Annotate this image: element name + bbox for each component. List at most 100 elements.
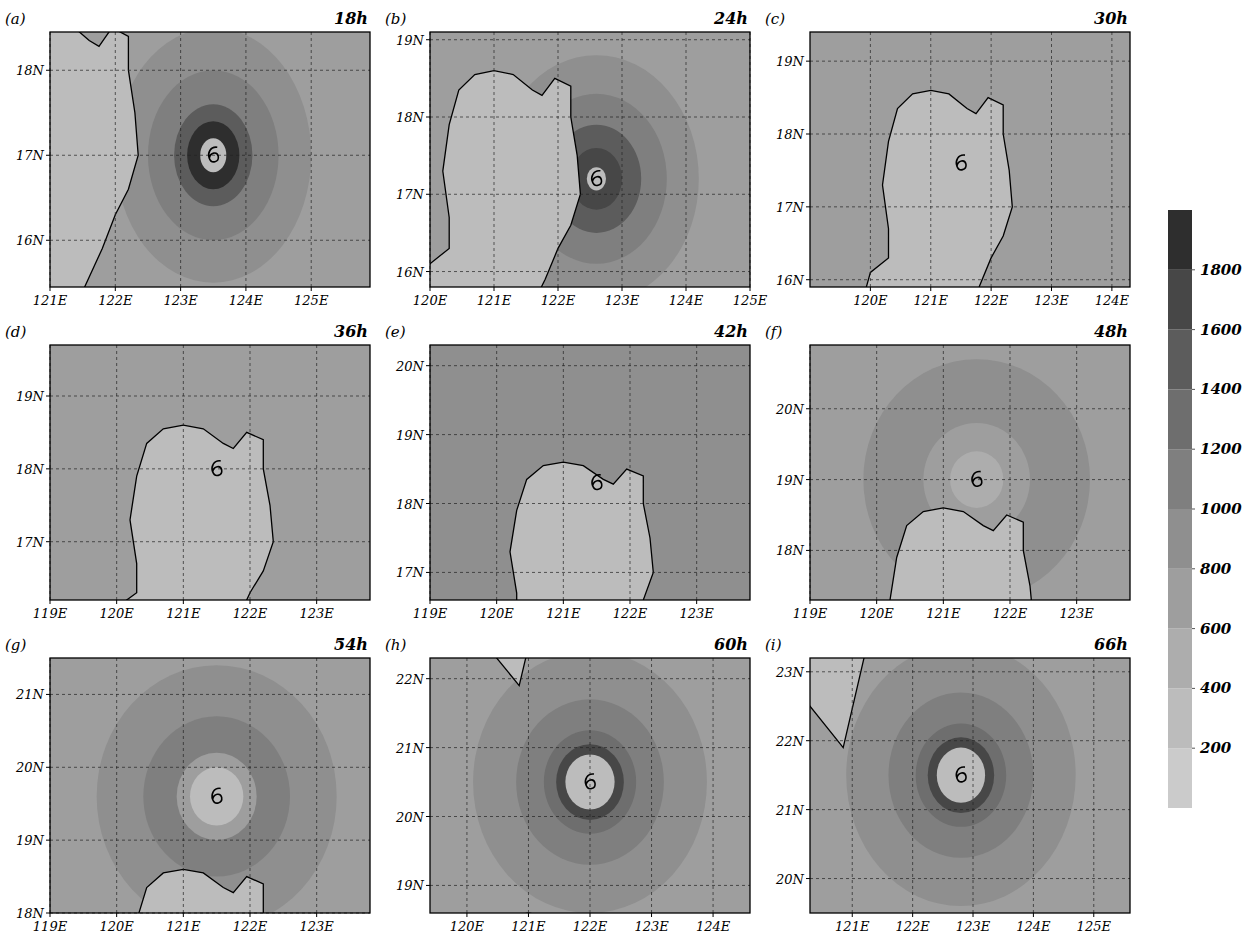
frame: [810, 345, 1130, 600]
land: [83, 869, 273, 913]
grid-line: [590, 658, 591, 913]
grid-line: [466, 658, 467, 913]
grid-line: [876, 345, 877, 600]
grid-line: [810, 878, 1130, 879]
storm-center: [956, 767, 966, 782]
x-tick-label: 119E: [413, 606, 448, 621]
grid-line: [912, 658, 913, 913]
y-tick-label: 17N: [16, 148, 45, 163]
colorbar-label: 200: [1199, 739, 1232, 757]
grid-line: [651, 658, 652, 913]
colorbar-label: 1400: [1200, 380, 1242, 398]
panel-time: 42h: [714, 322, 748, 341]
field: [810, 658, 1130, 913]
y-tick-label: 21N: [775, 803, 805, 818]
field-ring: [928, 737, 994, 813]
x-tick-label: 119E: [793, 606, 828, 621]
panel-label: (g): [5, 636, 26, 654]
grid-line: [316, 345, 317, 600]
panel-time: 18h: [334, 9, 368, 28]
x-tick-label: 124E: [1095, 293, 1130, 308]
colorbar-swatch: [1168, 270, 1192, 330]
grid-line: [943, 345, 944, 600]
grid-line: [430, 434, 750, 435]
grid-line: [430, 117, 750, 118]
grid-line: [494, 32, 495, 287]
x-tick-label: 122E: [233, 606, 268, 621]
y-tick-label: 17N: [396, 565, 425, 580]
colorbar-tick: [1192, 449, 1195, 450]
y-tick-label: 19N: [776, 473, 805, 488]
panel-time: 36h: [334, 322, 368, 341]
grid-line: [250, 345, 251, 600]
frame: [50, 32, 370, 287]
grid-line: [50, 840, 370, 841]
coastline: [436, 658, 547, 686]
grid-line: [810, 809, 1130, 810]
grid-line: [50, 694, 370, 695]
y-tick-label: 22N: [395, 672, 425, 687]
y-tick-label: 16N: [16, 233, 45, 248]
x-tick-label: 121E: [914, 293, 949, 308]
y-tick-label: 19N: [16, 833, 45, 848]
grid-line: [115, 32, 116, 287]
colorbar-swatch: [1168, 748, 1192, 808]
x-tick-label: 122E: [573, 919, 608, 934]
grid-line: [810, 408, 1130, 409]
grid-line: [622, 32, 623, 287]
storm-center: [592, 475, 602, 490]
grid-line: [430, 39, 750, 40]
y-tick-label: 16N: [396, 265, 425, 280]
coastline: [463, 462, 653, 600]
grid-line: [563, 345, 564, 600]
panel-label: (d): [5, 323, 26, 341]
grid-line: [528, 658, 529, 913]
storm-center: [212, 461, 222, 476]
panel-time: 30h: [1094, 9, 1128, 28]
y-tick-label: 18N: [776, 543, 805, 558]
colorbar-swatch: [1168, 389, 1192, 449]
grid-line: [430, 885, 750, 886]
field: [810, 32, 1130, 287]
x-tick-label: 124E: [696, 919, 731, 934]
panel: 120E121E122E123E124E19N20N21N22N(h)60h: [385, 568, 750, 951]
x-tick-label: 124E: [1016, 919, 1051, 934]
storm-center: [972, 471, 982, 486]
colorbar-label: 400: [1200, 679, 1232, 697]
x-tick-label: 121E: [477, 293, 512, 308]
y-tick-label: 19N: [396, 428, 425, 443]
field: [50, 32, 370, 287]
panel-label: (e): [385, 323, 406, 341]
x-tick-label: 120E: [853, 293, 888, 308]
grid-line: [1111, 32, 1112, 287]
colorbar-swatch: [1168, 210, 1192, 270]
x-tick-label: 120E: [480, 606, 515, 621]
grid-line: [1076, 345, 1077, 600]
field-ring: [97, 665, 337, 913]
colorbar-label: 1000: [1200, 500, 1242, 518]
panel-time: 54h: [334, 635, 368, 654]
grid-line: [810, 740, 1130, 741]
land: [843, 508, 1033, 600]
grid-line: [430, 271, 750, 272]
panel-label: (f): [765, 323, 782, 341]
x-tick-label: 122E: [233, 919, 268, 934]
x-tick-label: 123E: [1060, 606, 1095, 621]
y-tick-label: 18N: [16, 906, 45, 921]
x-tick-label: 123E: [300, 606, 335, 621]
storm-center: [592, 171, 602, 186]
y-tick-label: 18N: [396, 497, 425, 512]
panel-time: 24h: [713, 9, 748, 28]
coastline: [840, 90, 1012, 287]
y-tick-label: 18N: [396, 110, 425, 125]
field-ring: [950, 451, 1003, 508]
colorbar-label: 800: [1200, 560, 1232, 578]
colorbar-label: 1200: [1200, 440, 1242, 458]
y-tick-label: 17N: [16, 535, 45, 550]
colorbar-swatch: [1168, 569, 1192, 629]
field: [430, 345, 750, 600]
colorbar: 20040060080010001200140016001800: [1168, 210, 1242, 808]
field-ring: [544, 730, 636, 833]
colorbar-tick: [1192, 628, 1195, 629]
x-tick-label: 120E: [413, 293, 448, 308]
